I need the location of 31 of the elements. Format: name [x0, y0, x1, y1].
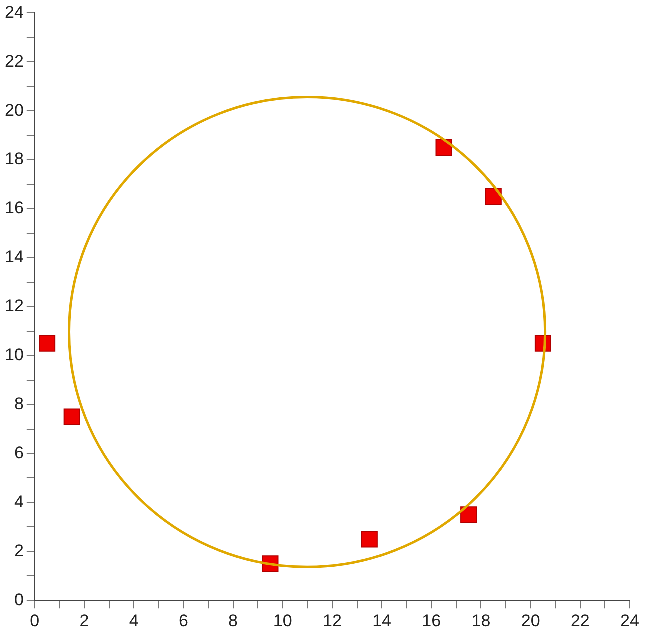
x-tick-label: 24 — [620, 611, 640, 630]
x-tick-label: 18 — [472, 611, 491, 630]
y-tick-label: 12 — [4, 296, 24, 316]
x-tick-label: 14 — [372, 611, 392, 630]
y-tick-label: 8 — [14, 394, 24, 414]
point — [361, 531, 378, 548]
point — [39, 335, 56, 352]
x-tick-label: 4 — [129, 611, 139, 630]
y-tick-label: 10 — [4, 346, 24, 365]
point — [460, 506, 478, 524]
x-tick-label: 2 — [80, 611, 90, 630]
y-tick-label: 16 — [4, 198, 24, 218]
x-tick-label: 20 — [521, 611, 540, 630]
y-tick-label: 14 — [4, 248, 24, 267]
y-tick-label: 24 — [4, 2, 24, 22]
y-tick-label: 20 — [4, 100, 24, 120]
y-tick-label: 0 — [14, 590, 24, 610]
point — [64, 408, 80, 426]
point — [485, 188, 502, 206]
x-tick-label: 22 — [570, 611, 590, 630]
x-tick-label: 8 — [228, 611, 238, 630]
x-tick-label: 6 — [178, 611, 188, 630]
y-tick-label: 2 — [14, 541, 24, 560]
y-tick-label: 22 — [4, 52, 24, 71]
y-tick-label: 18 — [4, 150, 24, 169]
x-tick-label: 0 — [30, 611, 40, 630]
x-tick-label: 16 — [422, 611, 442, 630]
x-tick-label: 12 — [322, 611, 342, 630]
y-tick-label: 6 — [14, 443, 24, 462]
y-tick-label: 4 — [14, 492, 24, 512]
x-tick-label: 10 — [273, 611, 292, 630]
